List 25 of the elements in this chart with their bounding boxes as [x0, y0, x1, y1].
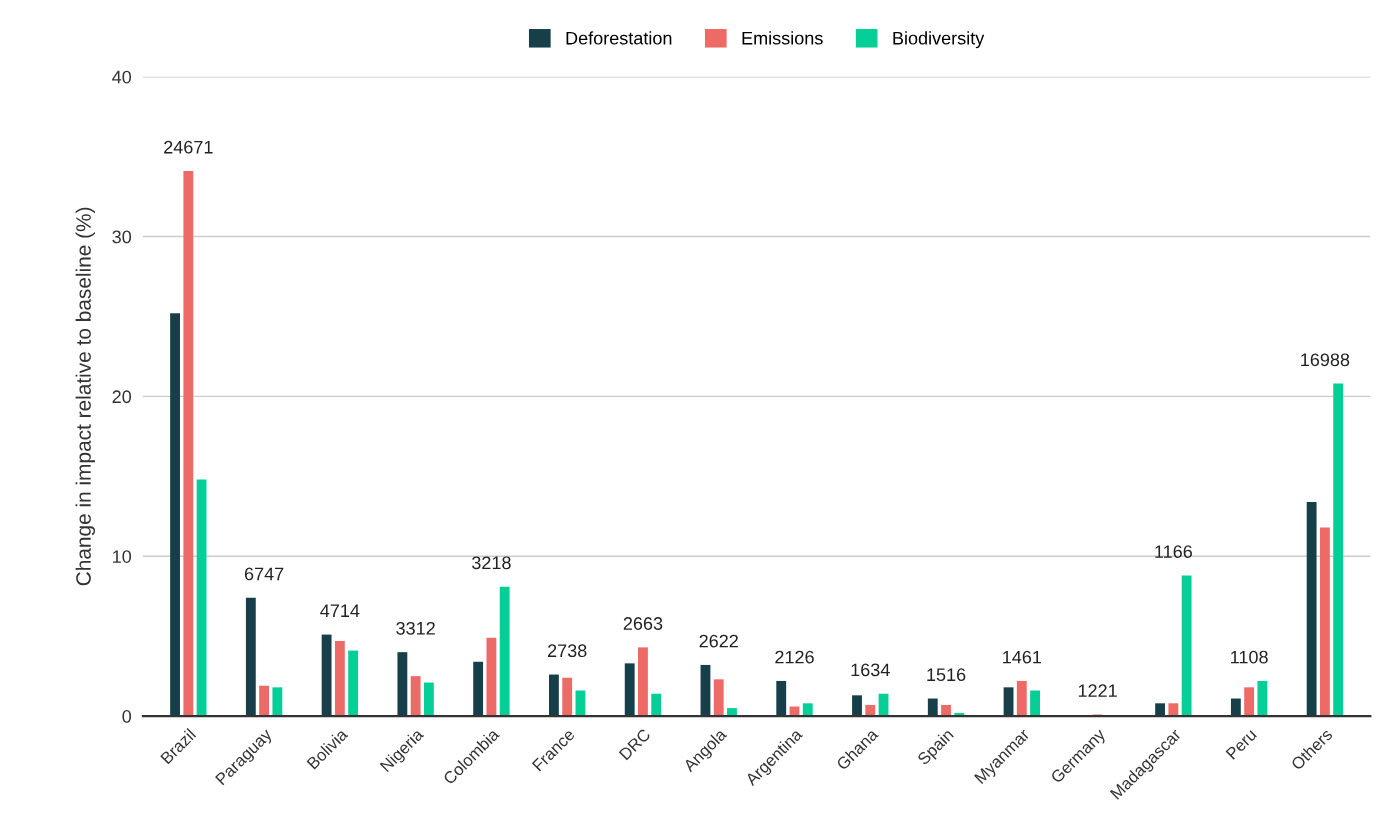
annotation: 1516	[927, 668, 966, 682]
annotation: 16988	[1301, 353, 1350, 367]
y-tick-label: 10	[113, 550, 132, 563]
annotation: 3218	[472, 556, 511, 570]
annotation: 1166	[1155, 545, 1192, 558]
y-tick-label: 0	[122, 710, 132, 723]
legend-label: Biodiversity	[893, 31, 985, 49]
annotation: 2126	[775, 650, 814, 664]
annotation: 1221	[1078, 684, 1117, 697]
annotation: 2622	[699, 634, 738, 648]
y-axis-title: Change in impact relative to baseline (%)	[75, 207, 95, 586]
annotation: 1108	[1231, 650, 1268, 664]
annotation: 2663	[623, 617, 663, 630]
annotation: 4714	[320, 604, 360, 617]
annotation: 3312	[396, 621, 435, 635]
annotation: 1634	[851, 663, 890, 677]
y-tick-label: 20	[112, 390, 132, 404]
annotation: 6747	[244, 567, 284, 581]
legend-label: Emissions	[742, 31, 823, 45]
annotation: 24671	[164, 140, 213, 154]
y-tick-label: 40	[112, 70, 132, 84]
annotation: 2738	[548, 644, 587, 658]
y-tick-label: 30	[112, 230, 132, 244]
legend-label: Deforestation	[566, 31, 672, 45]
annotation: 1461	[1003, 650, 1042, 664]
